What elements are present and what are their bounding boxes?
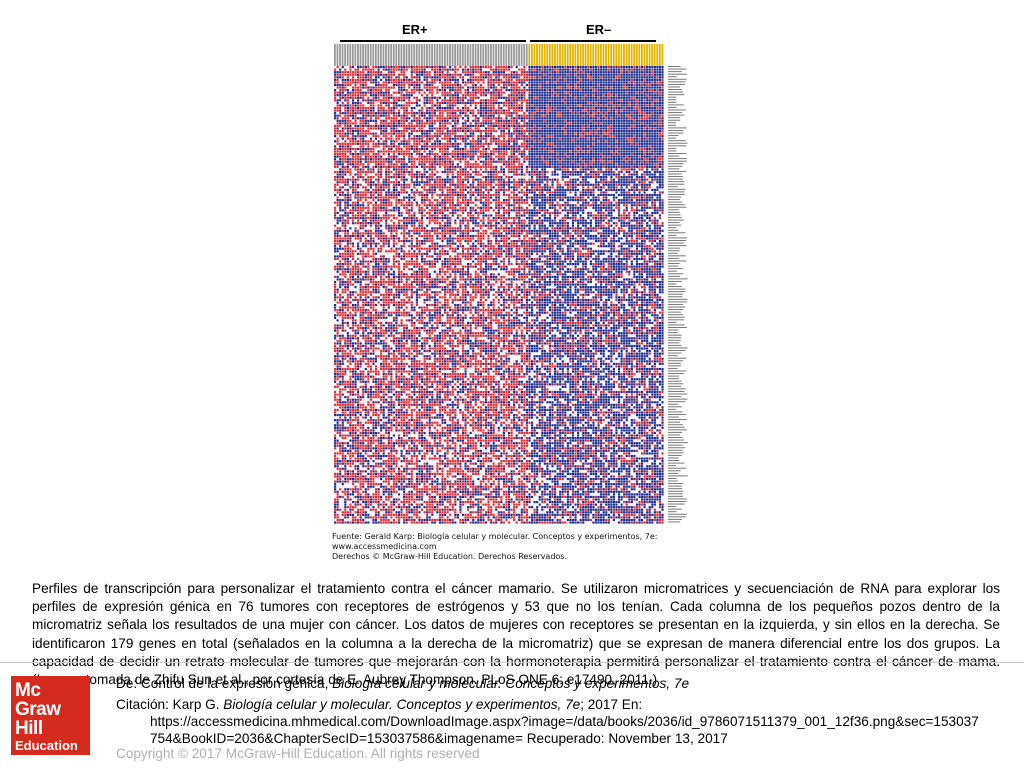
logo-text-2: Graw — [15, 700, 61, 719]
citation-prefix: Citación: Karp G. — [116, 697, 223, 712]
source-line-3: Derechos © McGraw-Hill Education. Derech… — [332, 552, 657, 562]
expression-heatmap — [334, 66, 664, 524]
citation-block: Citación: Karp G. Biología celular y mol… — [116, 696, 1016, 747]
source-line-1: Fuente: Gerald Karp: Biología celular y … — [332, 532, 657, 542]
from-line: De: Control de la expresión génica, Biol… — [116, 676, 689, 691]
from-book: Biología celular y molecular. Conceptos … — [332, 676, 689, 691]
figure-source-note: Fuente: Gerald Karp: Biología celular y … — [332, 532, 657, 562]
citation-book: Biología celular y molecular. Conceptos … — [223, 697, 580, 712]
logo-text-1: Mc — [15, 681, 41, 700]
logo-text-3: Hill — [15, 719, 43, 738]
citation-rest: ; 2017 En: — [580, 697, 642, 712]
source-line-2: www.accessmedicina.com — [332, 542, 657, 552]
gene-label-column — [668, 66, 688, 523]
group-bracket-er-positive — [340, 40, 526, 42]
group-bracket-er-negative — [530, 40, 656, 42]
from-prefix: De: — [116, 676, 141, 691]
group-label-er-negative: ER– — [586, 22, 611, 37]
figure-caption: Perfiles de transcripción para personali… — [32, 580, 1000, 689]
microarray-figure: ER+ ER– Fuente: Gerald Karp: Biología ce… — [330, 22, 692, 562]
copyright-notice: Copyright © 2017 McGraw-Hill Education. … — [116, 746, 480, 761]
divider-line — [0, 662, 1024, 663]
mcgraw-hill-logo: Mc Graw Hill Education — [11, 676, 90, 755]
logo-text-4: Education — [15, 739, 78, 752]
citation-url-line-2: 754&BookID=2036&ChapterSecID=153037586&i… — [116, 730, 1016, 747]
sample-header-band — [334, 44, 664, 66]
citation-url-line-1[interactable]: https://accessmedicina.mhmedical.com/Dow… — [116, 713, 1016, 730]
group-label-er-positive: ER+ — [402, 22, 428, 37]
from-title: Control de la expresión génica, — [141, 676, 332, 691]
